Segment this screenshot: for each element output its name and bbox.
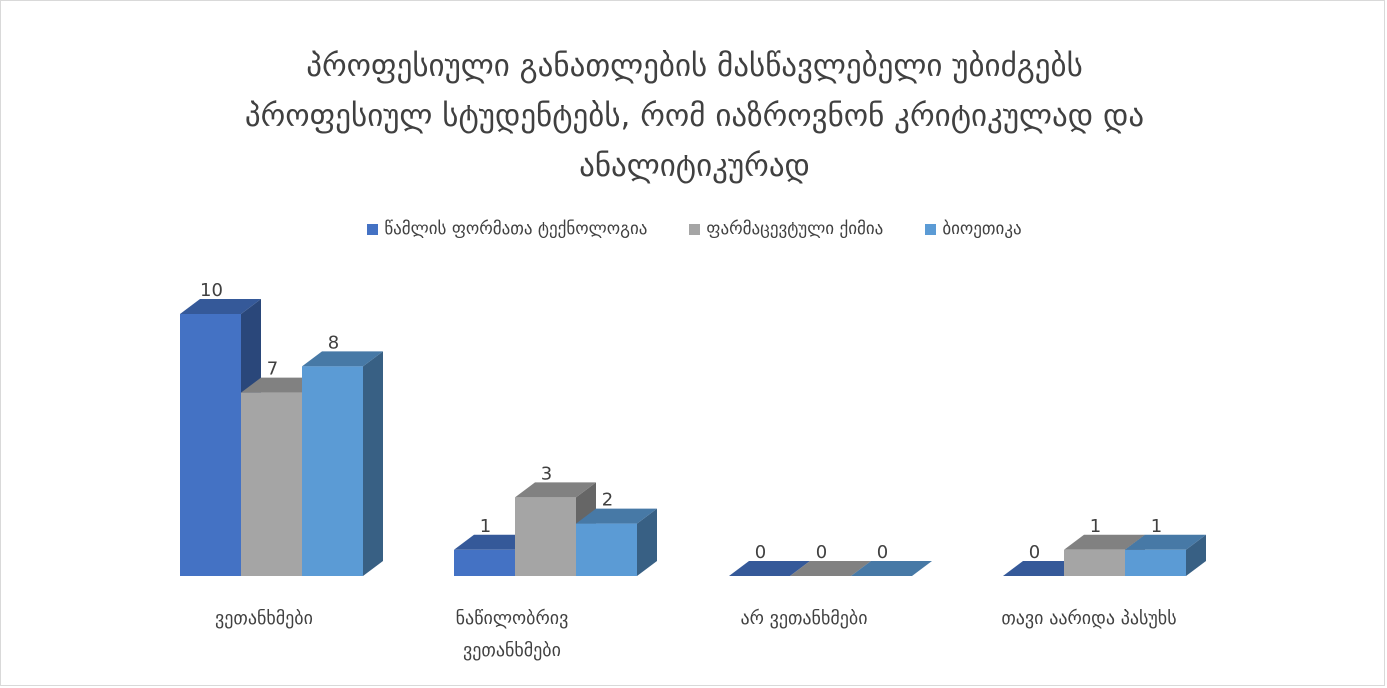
bar-front [1125,549,1186,576]
bar-1-3 [302,351,383,576]
data-label-1-3: 8 [328,332,339,353]
bar-top [1125,534,1206,550]
bar-4-2 [1064,534,1145,576]
data-label-2-1: 1 [480,516,491,537]
data-label-4-3: 1 [1151,516,1162,537]
legend-swatch-1 [367,223,379,235]
bar-front [302,366,363,576]
data-label-2-3: 2 [602,490,613,511]
bar-top [851,561,932,576]
data-label-3-3: 0 [877,542,888,563]
bar-top [515,482,596,498]
legend-label-3: ბიოეთიკა [942,219,1022,239]
bar-front [180,314,241,576]
legend-swatch-3 [925,223,937,235]
legend-item-2: ფარმაცევტული ქიმია [689,219,883,239]
bar-side [1186,534,1206,576]
bar-top [302,351,383,367]
category-label-3: არ ვეთანხმები [740,608,868,629]
data-label-1-1: 10 [200,280,223,301]
bar-top [729,561,810,576]
bar-front [515,497,576,576]
legend-label-2: ფარმაცევტული ქიმია [706,219,884,239]
bar-top [1064,534,1145,550]
bar-4-1 [1003,561,1084,576]
bar-3-2 [790,561,871,576]
bar-front [1064,549,1125,576]
bar-top [454,534,535,550]
bar-top [1003,561,1084,576]
bar-front [454,549,515,576]
chart-title: პროფესიული განათლების მასწავლებელი უბიძგ… [244,48,1145,184]
data-label-4-1: 0 [1029,542,1040,563]
bar-side [637,508,657,576]
data-label-4-2: 1 [1090,516,1101,537]
category-label-1: ვეთანხმები [215,608,313,629]
bar-3-1 [729,561,810,576]
data-label-2-2: 3 [541,463,552,484]
bar-front [241,392,302,576]
legend-label-1: წამლის ფორმათა ტექნოლოგია [384,219,648,239]
data-label-1-2: 7 [267,359,278,380]
legend: წამლის ფორმათა ტექნოლოგია ფარმაცევტული ქ… [1,219,1387,239]
bar-top [241,377,322,393]
category-label-2: ნაწილობრივ ვეთანხმები [455,608,569,661]
bar-3-3 [851,561,932,576]
bar-2-3 [576,508,657,576]
legend-item-1: წამლის ფორმათა ტექნოლოგია [367,219,647,239]
category-label-4: თავი აარიდა პასუხს [1001,608,1177,629]
bar-side [363,351,383,576]
bar-4-3 [1125,534,1206,576]
bar-top [180,299,261,314]
data-label-3-2: 0 [816,542,827,563]
legend-swatch-2 [689,223,701,235]
bar-top [790,561,871,576]
data-label-3-1: 0 [755,542,766,563]
legend-item-3: ბიოეთიკა [925,219,1022,239]
bar-top [576,508,657,524]
bar-front [576,523,637,576]
